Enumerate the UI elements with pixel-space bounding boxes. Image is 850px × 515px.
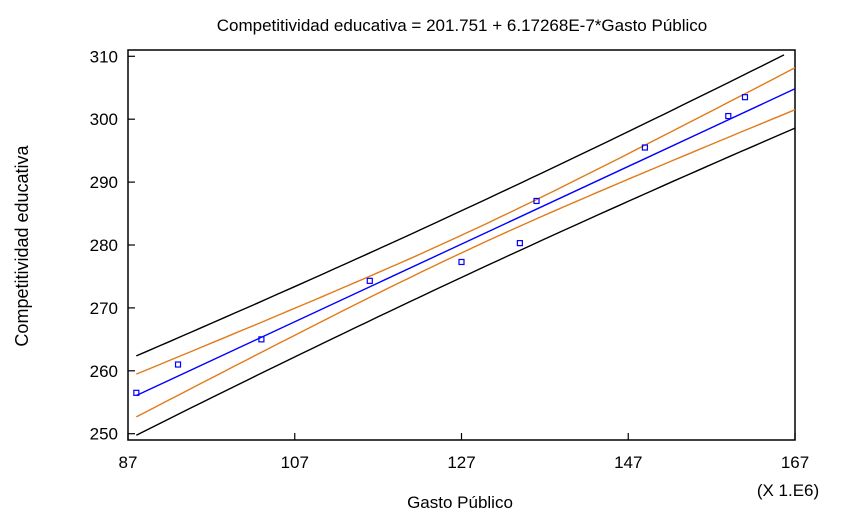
data-point: [174, 361, 182, 368]
data-point: [641, 144, 649, 151]
x-tick-label: 87: [119, 453, 138, 472]
x-tick-label: 107: [281, 453, 309, 472]
bands: [135, 54, 796, 436]
data-point: [533, 197, 540, 205]
x-tick-label: 147: [614, 453, 642, 472]
data-point: [366, 277, 373, 284]
data-points: [133, 94, 749, 396]
data-point: [258, 336, 265, 343]
x-tick-label: 127: [447, 453, 475, 472]
chart-title: Competitividad educativa = 201.751 + 6.1…: [217, 16, 708, 35]
y-tick-label: 280: [90, 236, 118, 255]
fit-line: [136, 88, 796, 397]
prediction-lower-band: [135, 127, 796, 436]
data-point: [516, 240, 523, 247]
y-tick-label: 270: [90, 299, 118, 318]
data-point: [741, 94, 749, 101]
x-tick-label: 167: [781, 453, 809, 472]
y-tick-label: 290: [90, 173, 118, 192]
y-tick-label: 300: [90, 110, 118, 129]
data-point: [725, 112, 732, 120]
x-axis-multiplier-label: (X 1.E6): [757, 481, 819, 500]
plot-frame: [127, 49, 796, 441]
prediction-upper-band: [136, 54, 785, 357]
y-tick-label: 310: [90, 47, 118, 66]
data-point: [458, 258, 465, 266]
y-axis-label: Competitividad educativa: [12, 144, 32, 346]
confidence-upper-band: [136, 67, 796, 375]
confidence-lower-band: [135, 109, 796, 418]
axis-ticks: 87 107 127 147 167 250 260 270 280 290 300 310: [90, 47, 810, 472]
data-point: [133, 389, 140, 396]
x-axis-label: Gasto Público: [407, 493, 513, 512]
y-tick-label: 260: [90, 362, 118, 381]
fit-line-group: [136, 88, 796, 397]
y-tick-label: 250: [90, 425, 118, 444]
